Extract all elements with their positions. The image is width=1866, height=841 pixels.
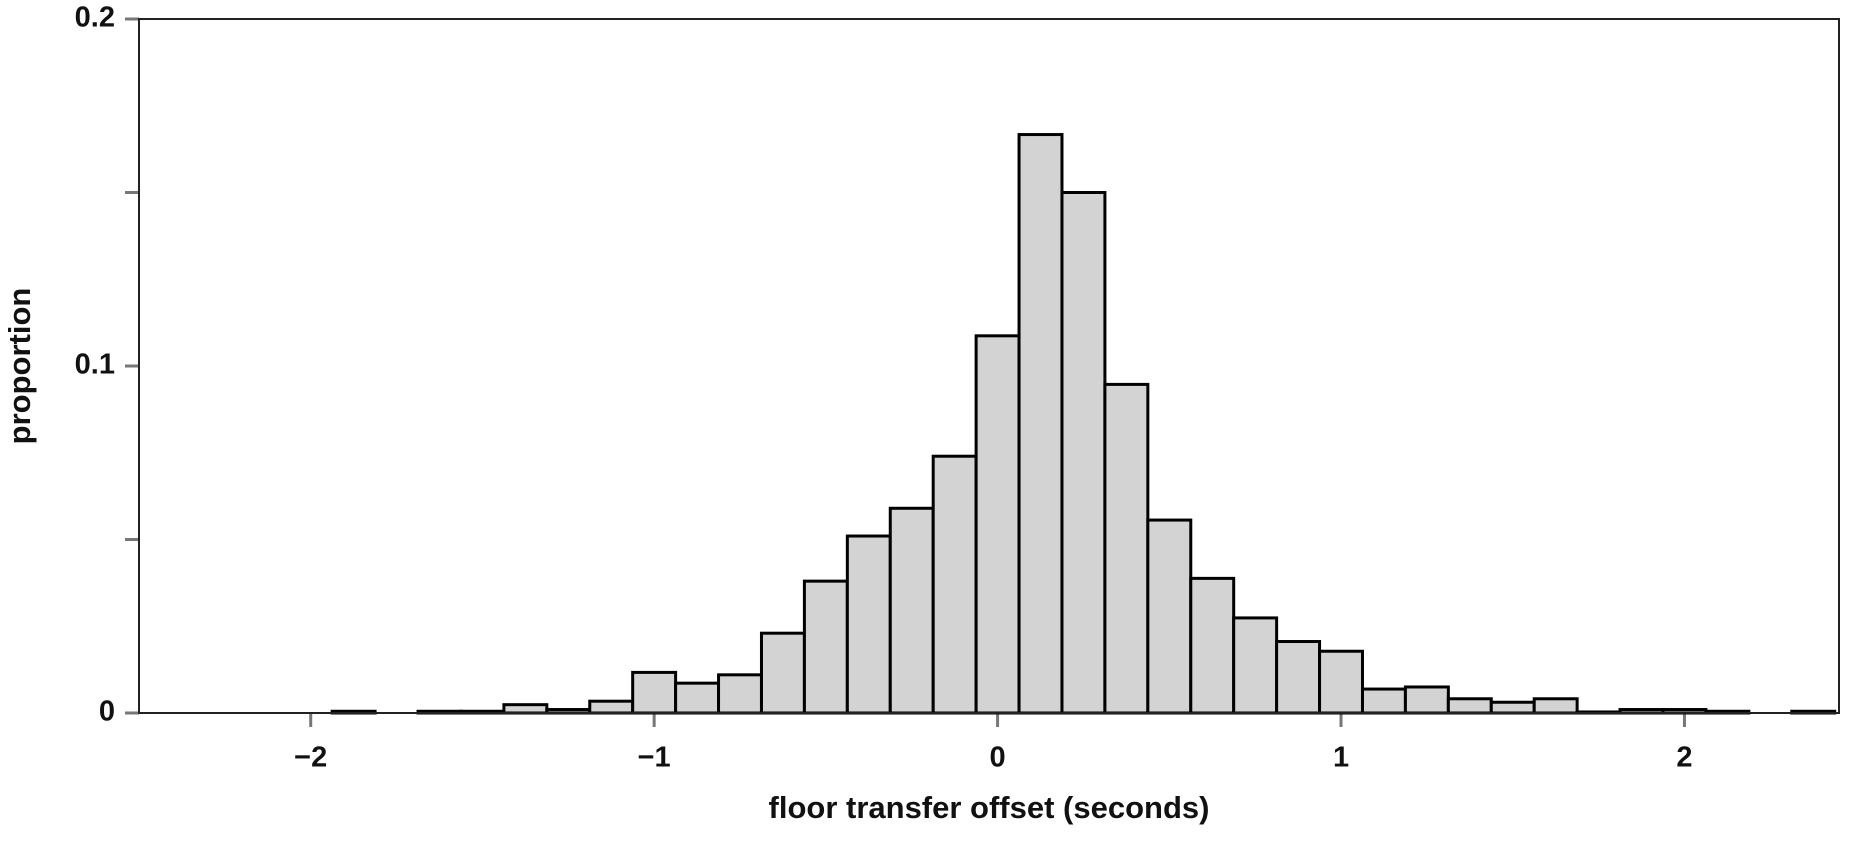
bar <box>1017 133 1064 715</box>
bar <box>1403 685 1450 715</box>
bar <box>931 454 978 715</box>
y-tick-label: 0.1 <box>75 349 115 381</box>
y-tick-label: 0 <box>99 696 115 728</box>
bar <box>1360 687 1407 715</box>
plot-frame <box>138 18 1840 714</box>
bar <box>502 703 549 715</box>
bar <box>588 699 635 715</box>
bar <box>1275 640 1322 715</box>
x-tick-label: 0 <box>990 742 1006 774</box>
bar <box>802 579 849 715</box>
x-tick-label: 1 <box>1333 742 1349 774</box>
bar <box>759 631 806 715</box>
bar <box>1532 697 1579 715</box>
bar <box>974 334 1021 715</box>
bar <box>717 673 763 715</box>
x-tick-label: 2 <box>1676 742 1692 774</box>
x-axis-label: floor transfer offset (seconds) <box>769 790 1210 825</box>
bar <box>1103 382 1150 715</box>
bar <box>845 534 892 715</box>
bar <box>1446 697 1493 715</box>
x-tick-label: −1 <box>638 742 671 774</box>
bar <box>674 681 721 715</box>
bar <box>1232 616 1279 715</box>
bar <box>888 506 935 715</box>
bar <box>1146 518 1193 715</box>
bar <box>1060 191 1107 715</box>
y-tick-label: 0.2 <box>75 2 115 34</box>
bar <box>1318 649 1364 715</box>
y-axis-label: proportion <box>2 288 37 445</box>
x-tick-label: −2 <box>294 742 327 774</box>
bar <box>631 670 678 715</box>
bar <box>1189 576 1236 715</box>
bar <box>1489 700 1536 715</box>
